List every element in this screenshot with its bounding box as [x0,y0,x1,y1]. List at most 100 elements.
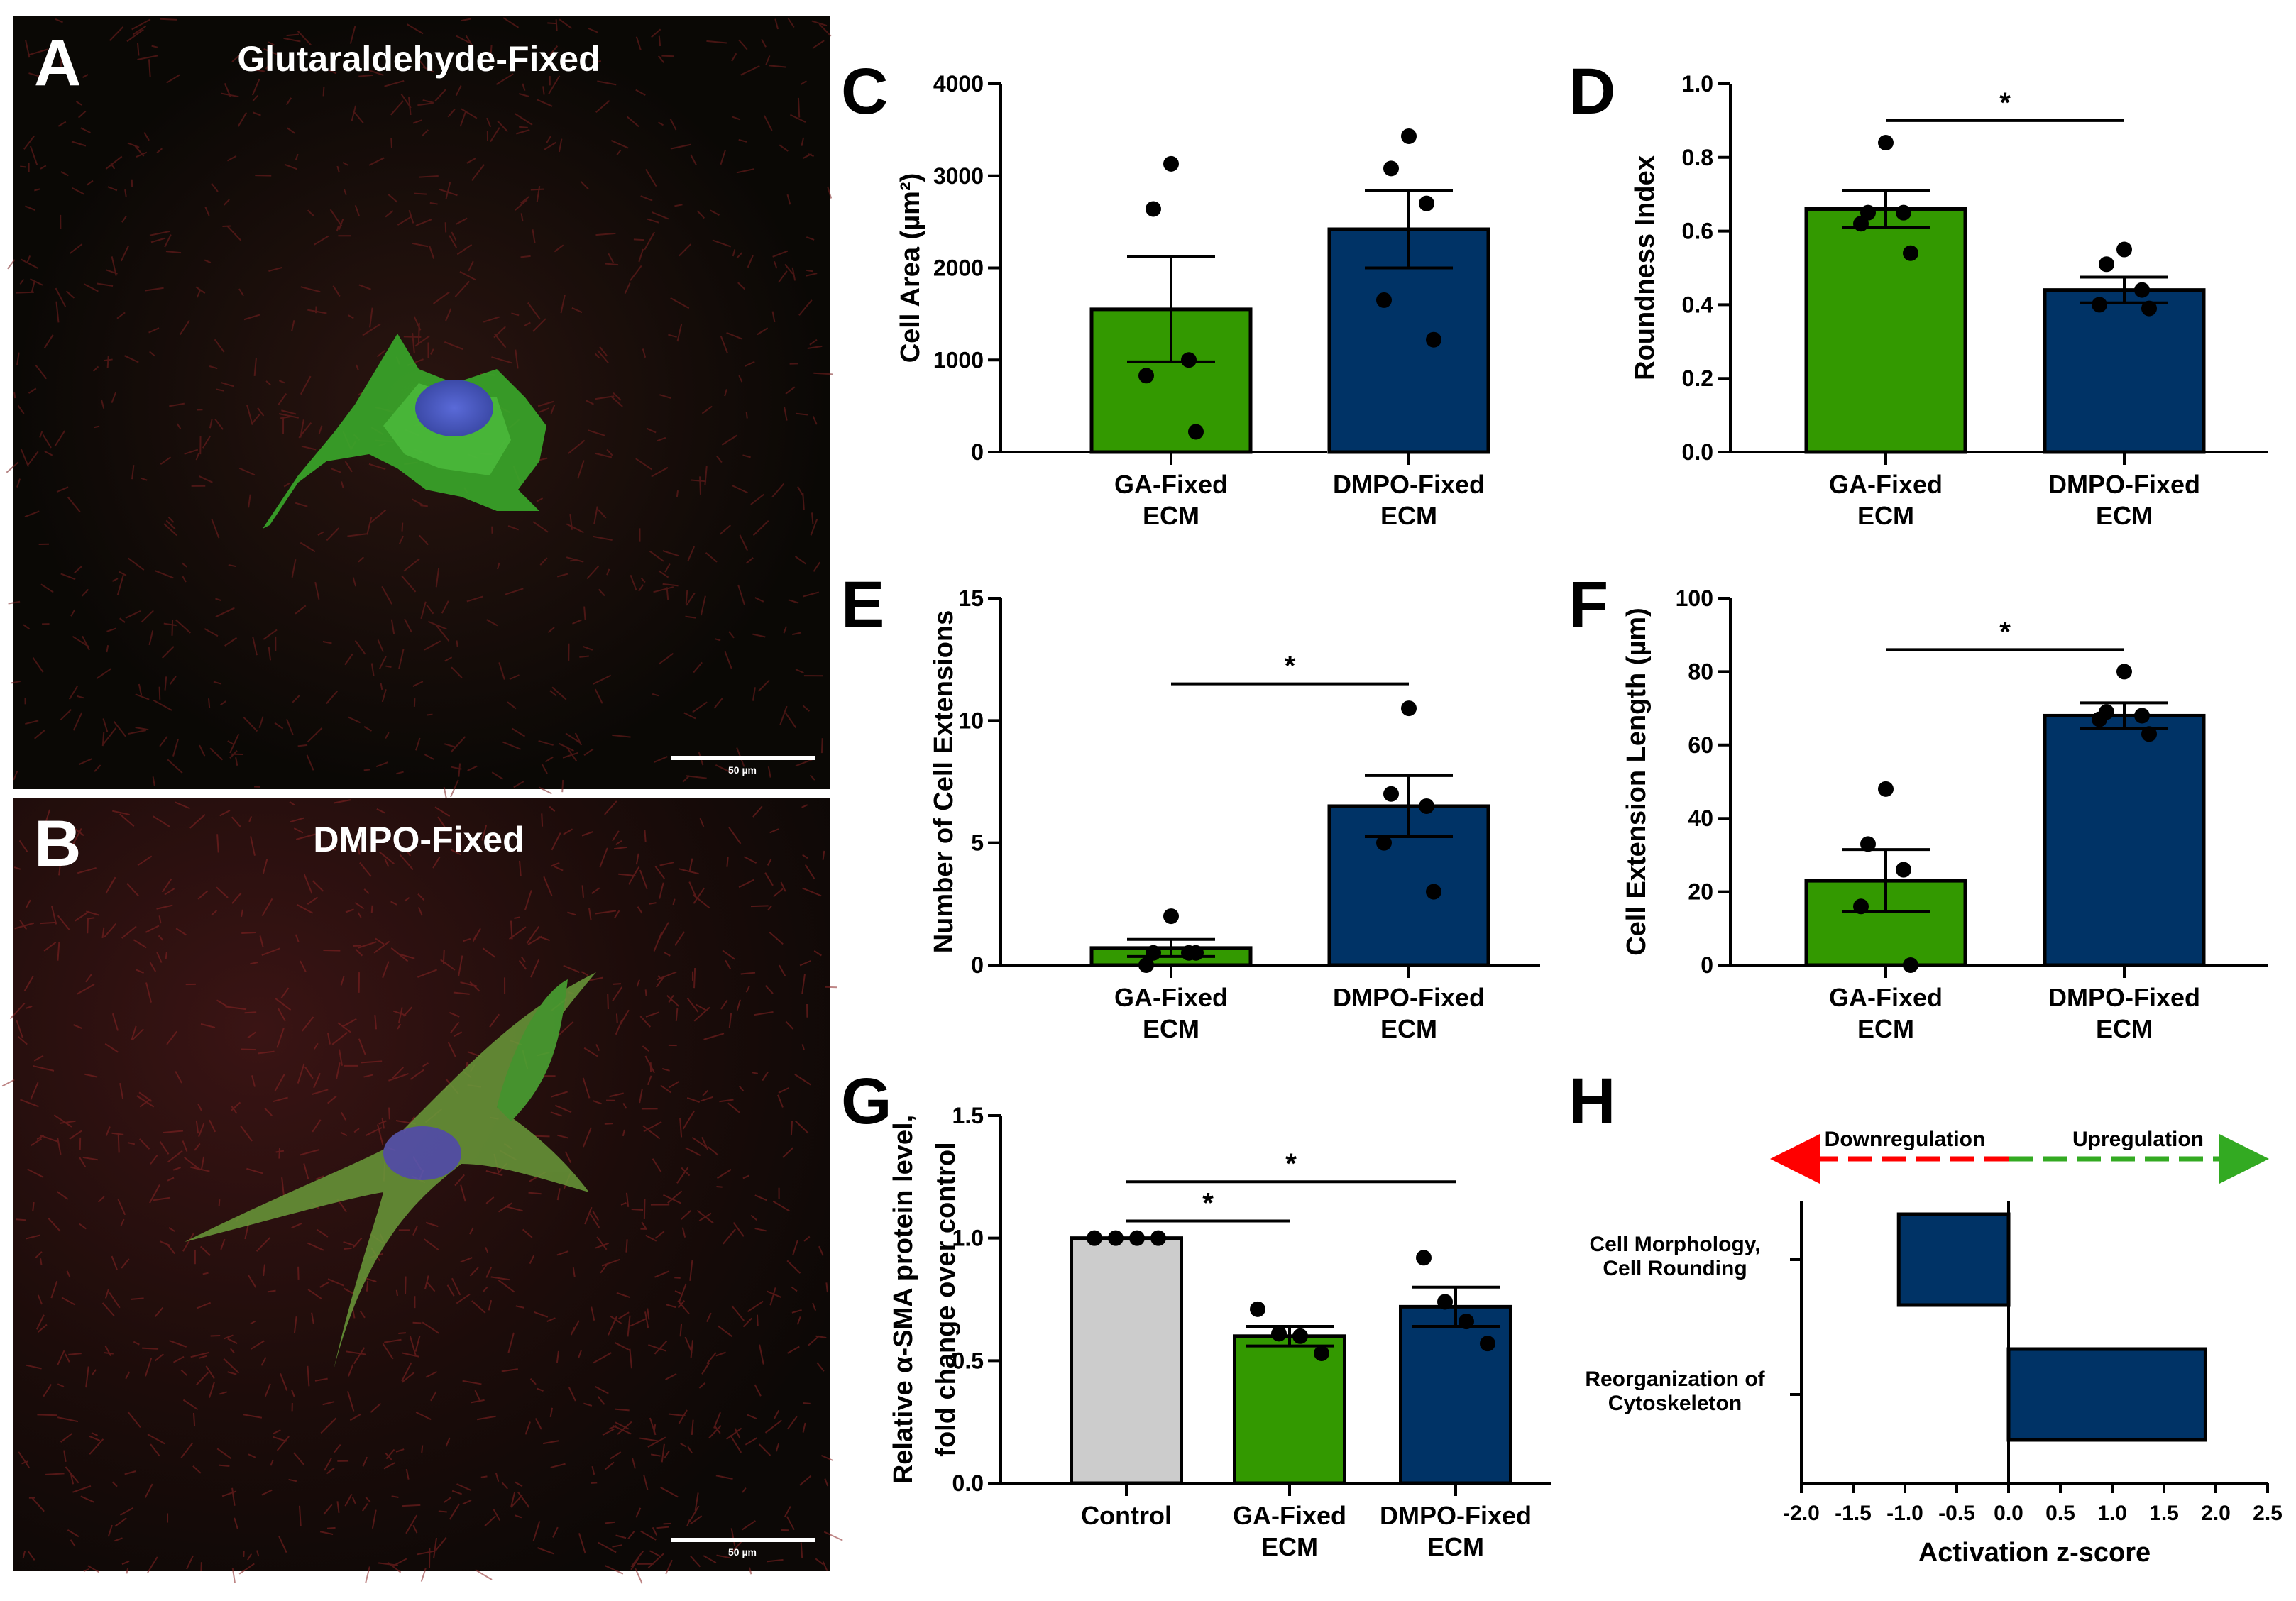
fiber [211,910,218,916]
fiber [87,918,89,934]
fiber [449,235,458,248]
fiber [76,984,95,995]
fiber [699,818,705,827]
fiber [91,1432,98,1436]
fiber [669,118,677,131]
fiber [319,1531,334,1536]
x-category-label: ECM [1857,501,1914,530]
fiber [635,853,639,865]
fiber [329,209,343,227]
fiber [567,911,576,916]
fiber [343,1287,356,1295]
fiber [591,887,600,894]
fiber [340,976,345,986]
fiber [534,1135,550,1138]
fiber [616,149,622,155]
fiber [717,1169,732,1179]
fiber [156,952,163,963]
fiber [224,1334,234,1340]
fiber [639,1437,660,1442]
data-point [1250,1301,1265,1317]
fiber [679,1118,683,1138]
fiber [302,1016,314,1032]
fiber [415,1412,432,1421]
fiber [529,1255,534,1265]
fiber [243,716,258,732]
fiber [388,1107,390,1120]
fiber [353,1128,360,1133]
fiber [412,333,415,353]
fiber [481,825,488,841]
fiber [104,1042,119,1053]
fiber [699,476,701,495]
fiber [577,460,585,479]
fiber [13,866,21,870]
fiber [658,121,664,126]
fiber [483,1286,488,1292]
fiber [36,1135,45,1140]
fiber [674,931,686,946]
y-tick-label: 15 [958,585,984,611]
x-tick-label: 2.5 [2253,1502,2283,1525]
micrograph-title-b: DMPO-Fixed [313,820,524,859]
fiber [82,1156,98,1161]
fiber [126,1568,129,1574]
fiber [353,111,364,123]
fiber [468,260,474,272]
fiber [57,121,67,127]
fiber [520,213,524,222]
fiber [469,981,480,992]
fiber [771,311,776,323]
fiber [583,1402,593,1407]
fiber [307,309,327,314]
fiber [63,1450,67,1463]
fiber [731,1540,742,1553]
fiber [17,1035,28,1045]
fiber [33,1065,55,1072]
fiber [315,306,317,314]
fiber [447,1042,456,1057]
fiber [24,510,40,518]
fiber [670,143,691,150]
y-tick-label: 1000 [933,347,984,373]
fiber [641,1221,647,1230]
fiber [802,1422,806,1433]
fiber [163,523,177,537]
fiber [652,1158,662,1173]
fiber [136,151,148,158]
fiber [274,1074,285,1092]
fiber [686,1519,691,1526]
fiber [425,1221,439,1228]
fiber [691,1137,708,1148]
fiber [606,449,613,456]
fiber [648,1344,666,1352]
fiber [135,693,150,700]
fiber [581,831,593,837]
fiber [264,1107,273,1116]
fiber [25,899,31,908]
fiber [363,888,370,894]
fiber [377,1124,384,1145]
fiber [825,1282,828,1293]
fiber [511,727,525,737]
fiber [405,1468,410,1480]
fiber [370,1402,382,1413]
fiber [454,280,470,297]
fiber [120,1507,134,1516]
fiber [280,1373,288,1391]
fiber [376,808,385,814]
fiber [701,1362,710,1375]
fiber [595,232,616,236]
fiber [742,1520,756,1531]
fiber [397,1007,403,1024]
fiber [139,1098,152,1108]
fiber [136,969,144,974]
fiber [534,1311,549,1318]
fiber [530,188,544,191]
fiber [713,698,723,709]
fiber [200,1245,211,1256]
fiber [732,1222,745,1237]
fiber [485,1196,495,1204]
fiber [688,1505,700,1523]
